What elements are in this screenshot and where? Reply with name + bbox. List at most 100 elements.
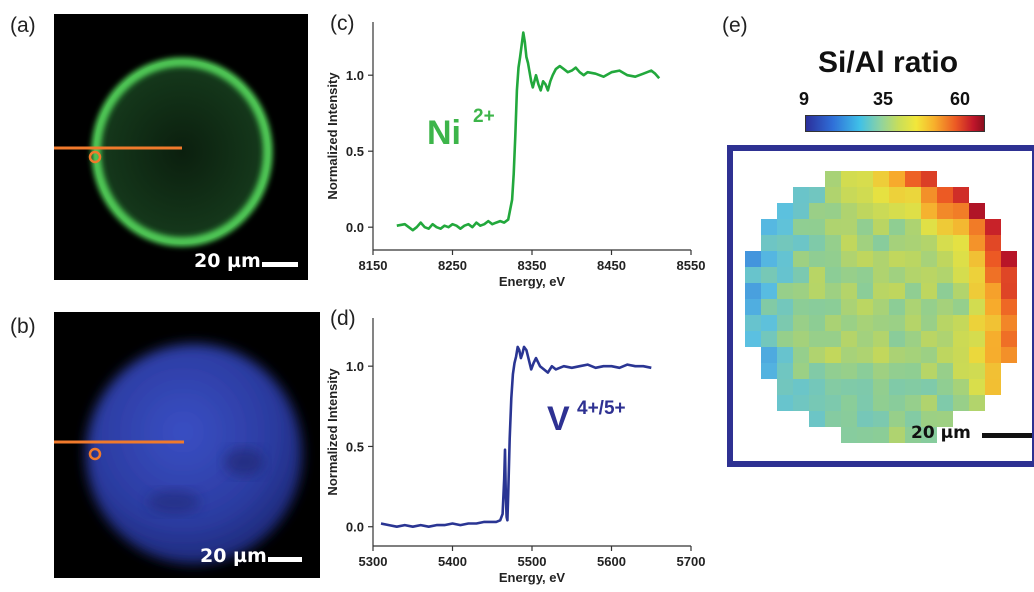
heatmap-cell: [921, 299, 937, 315]
heatmap-cell: [825, 347, 841, 363]
heatmap-cell: [985, 299, 1001, 315]
heatmap-cell: [905, 347, 921, 363]
heatmap-cell: [777, 299, 793, 315]
heatmap-cell: [793, 283, 809, 299]
heatmap-cell: [937, 379, 953, 395]
heatmap-cell: [761, 283, 777, 299]
heatmap-cell: [857, 203, 873, 219]
heatmap-cell: [745, 251, 761, 267]
heatmap-cell: [825, 251, 841, 267]
heatmap-cell: [761, 251, 777, 267]
heatmap-cell: [761, 299, 777, 315]
x-tick-label-1: 5400: [438, 554, 467, 569]
heatmap-cell: [889, 235, 905, 251]
heatmap-cell: [809, 411, 825, 427]
heatmap-cell: [969, 315, 985, 331]
x-axis-label: Energy, eV: [499, 570, 566, 585]
heatmap-cell: [857, 331, 873, 347]
heatmap-cell: [793, 347, 809, 363]
heatmap-scale-bar: [982, 433, 1032, 438]
heatmap-cell: [777, 379, 793, 395]
y-axis-label: Normalized Intensity: [325, 368, 340, 496]
heatmap-cell: [985, 315, 1001, 331]
heatmap-cell: [953, 203, 969, 219]
heatmap-cell: [921, 379, 937, 395]
heatmap-cell: [841, 203, 857, 219]
heatmap-cell: [825, 267, 841, 283]
series-line-0: [380, 345, 652, 528]
heatmap-cell: [1001, 315, 1017, 331]
heatmap-cell: [809, 347, 825, 363]
heatmap-cell: [761, 363, 777, 379]
heatmap-cell: [777, 395, 793, 411]
heatmap-cell: [953, 187, 969, 203]
heatmap-cell: [825, 299, 841, 315]
heatmap-cell: [857, 219, 873, 235]
heatmap-cell: [841, 251, 857, 267]
heatmap-cell: [841, 235, 857, 251]
panel-label-e: (e): [722, 14, 748, 37]
heatmap-cell: [889, 331, 905, 347]
scale-label-a: 20 µm: [194, 250, 261, 272]
heatmap-cell: [953, 235, 969, 251]
heatmap-cell: [873, 171, 889, 187]
heatmap-title: Si/Al ratio: [818, 46, 959, 79]
heatmap-cell: [841, 395, 857, 411]
heatmap-cell: [761, 235, 777, 251]
heatmap-frame: [727, 145, 1034, 467]
heatmap-cell: [953, 363, 969, 379]
heatmap-cell: [745, 315, 761, 331]
heatmap-cell: [873, 267, 889, 283]
heatmap-cell: [825, 283, 841, 299]
x-tick-label-2: 8350: [518, 258, 547, 273]
heatmap-cell: [809, 203, 825, 219]
heatmap-cell: [889, 267, 905, 283]
heatmap-cell: [969, 219, 985, 235]
heatmap-cell: [825, 171, 841, 187]
annotation-v: V: [547, 400, 570, 438]
heatmap-cell: [857, 411, 873, 427]
y-axis-label: Normalized Intensity: [325, 72, 340, 200]
heatmap-cell: [825, 379, 841, 395]
heatmap-cell: [809, 219, 825, 235]
heatmap-cell: [745, 283, 761, 299]
heatmap-cell: [889, 283, 905, 299]
heatmap-cell: [889, 251, 905, 267]
heatmap-cell: [985, 379, 1001, 395]
heatmap-cell: [889, 315, 905, 331]
heatmap-cell: [793, 219, 809, 235]
spot-marker-b: [88, 447, 102, 461]
heatmap-cell: [1001, 283, 1017, 299]
heatmap-cell: [921, 187, 937, 203]
heatmap-cell: [889, 411, 905, 427]
heatmap-cell: [921, 171, 937, 187]
heatmap-cell: [889, 379, 905, 395]
chart-vanadium-xanes: 5300 5400 5500 5600 5700 0.0 0.5 1.0 Energy, eV N…: [325, 318, 705, 585]
heatmap-cell: [905, 411, 921, 427]
heatmap-cell: [905, 379, 921, 395]
heatmap-cell: [937, 299, 953, 315]
heatmap-cell: [953, 331, 969, 347]
heatmap-cell: [921, 219, 937, 235]
heatmap-cell: [921, 315, 937, 331]
heatmap-cell: [889, 427, 905, 443]
heatmap-cell: [985, 347, 1001, 363]
annotation-ni: Ni: [427, 114, 461, 152]
heatmap-cell: [1001, 347, 1017, 363]
heatmap-cell: [809, 251, 825, 267]
heatmap-cell: [873, 427, 889, 443]
heatmap-cell: [905, 283, 921, 299]
heatmap-cell: [905, 427, 921, 443]
x-tick-label-3: 8450: [597, 258, 626, 273]
heatmap-cell: [777, 363, 793, 379]
heatmap-cell: [873, 235, 889, 251]
heatmap-cell: [857, 235, 873, 251]
heatmap-cell: [921, 331, 937, 347]
heatmap-cell: [969, 331, 985, 347]
heatmap-cell: [905, 203, 921, 219]
heatmap-cell: [873, 331, 889, 347]
heatmap-cell: [825, 331, 841, 347]
heatmap-cell: [841, 347, 857, 363]
micrograph-nickel: 20 µm: [54, 14, 308, 280]
heatmap-cell: [1001, 331, 1017, 347]
